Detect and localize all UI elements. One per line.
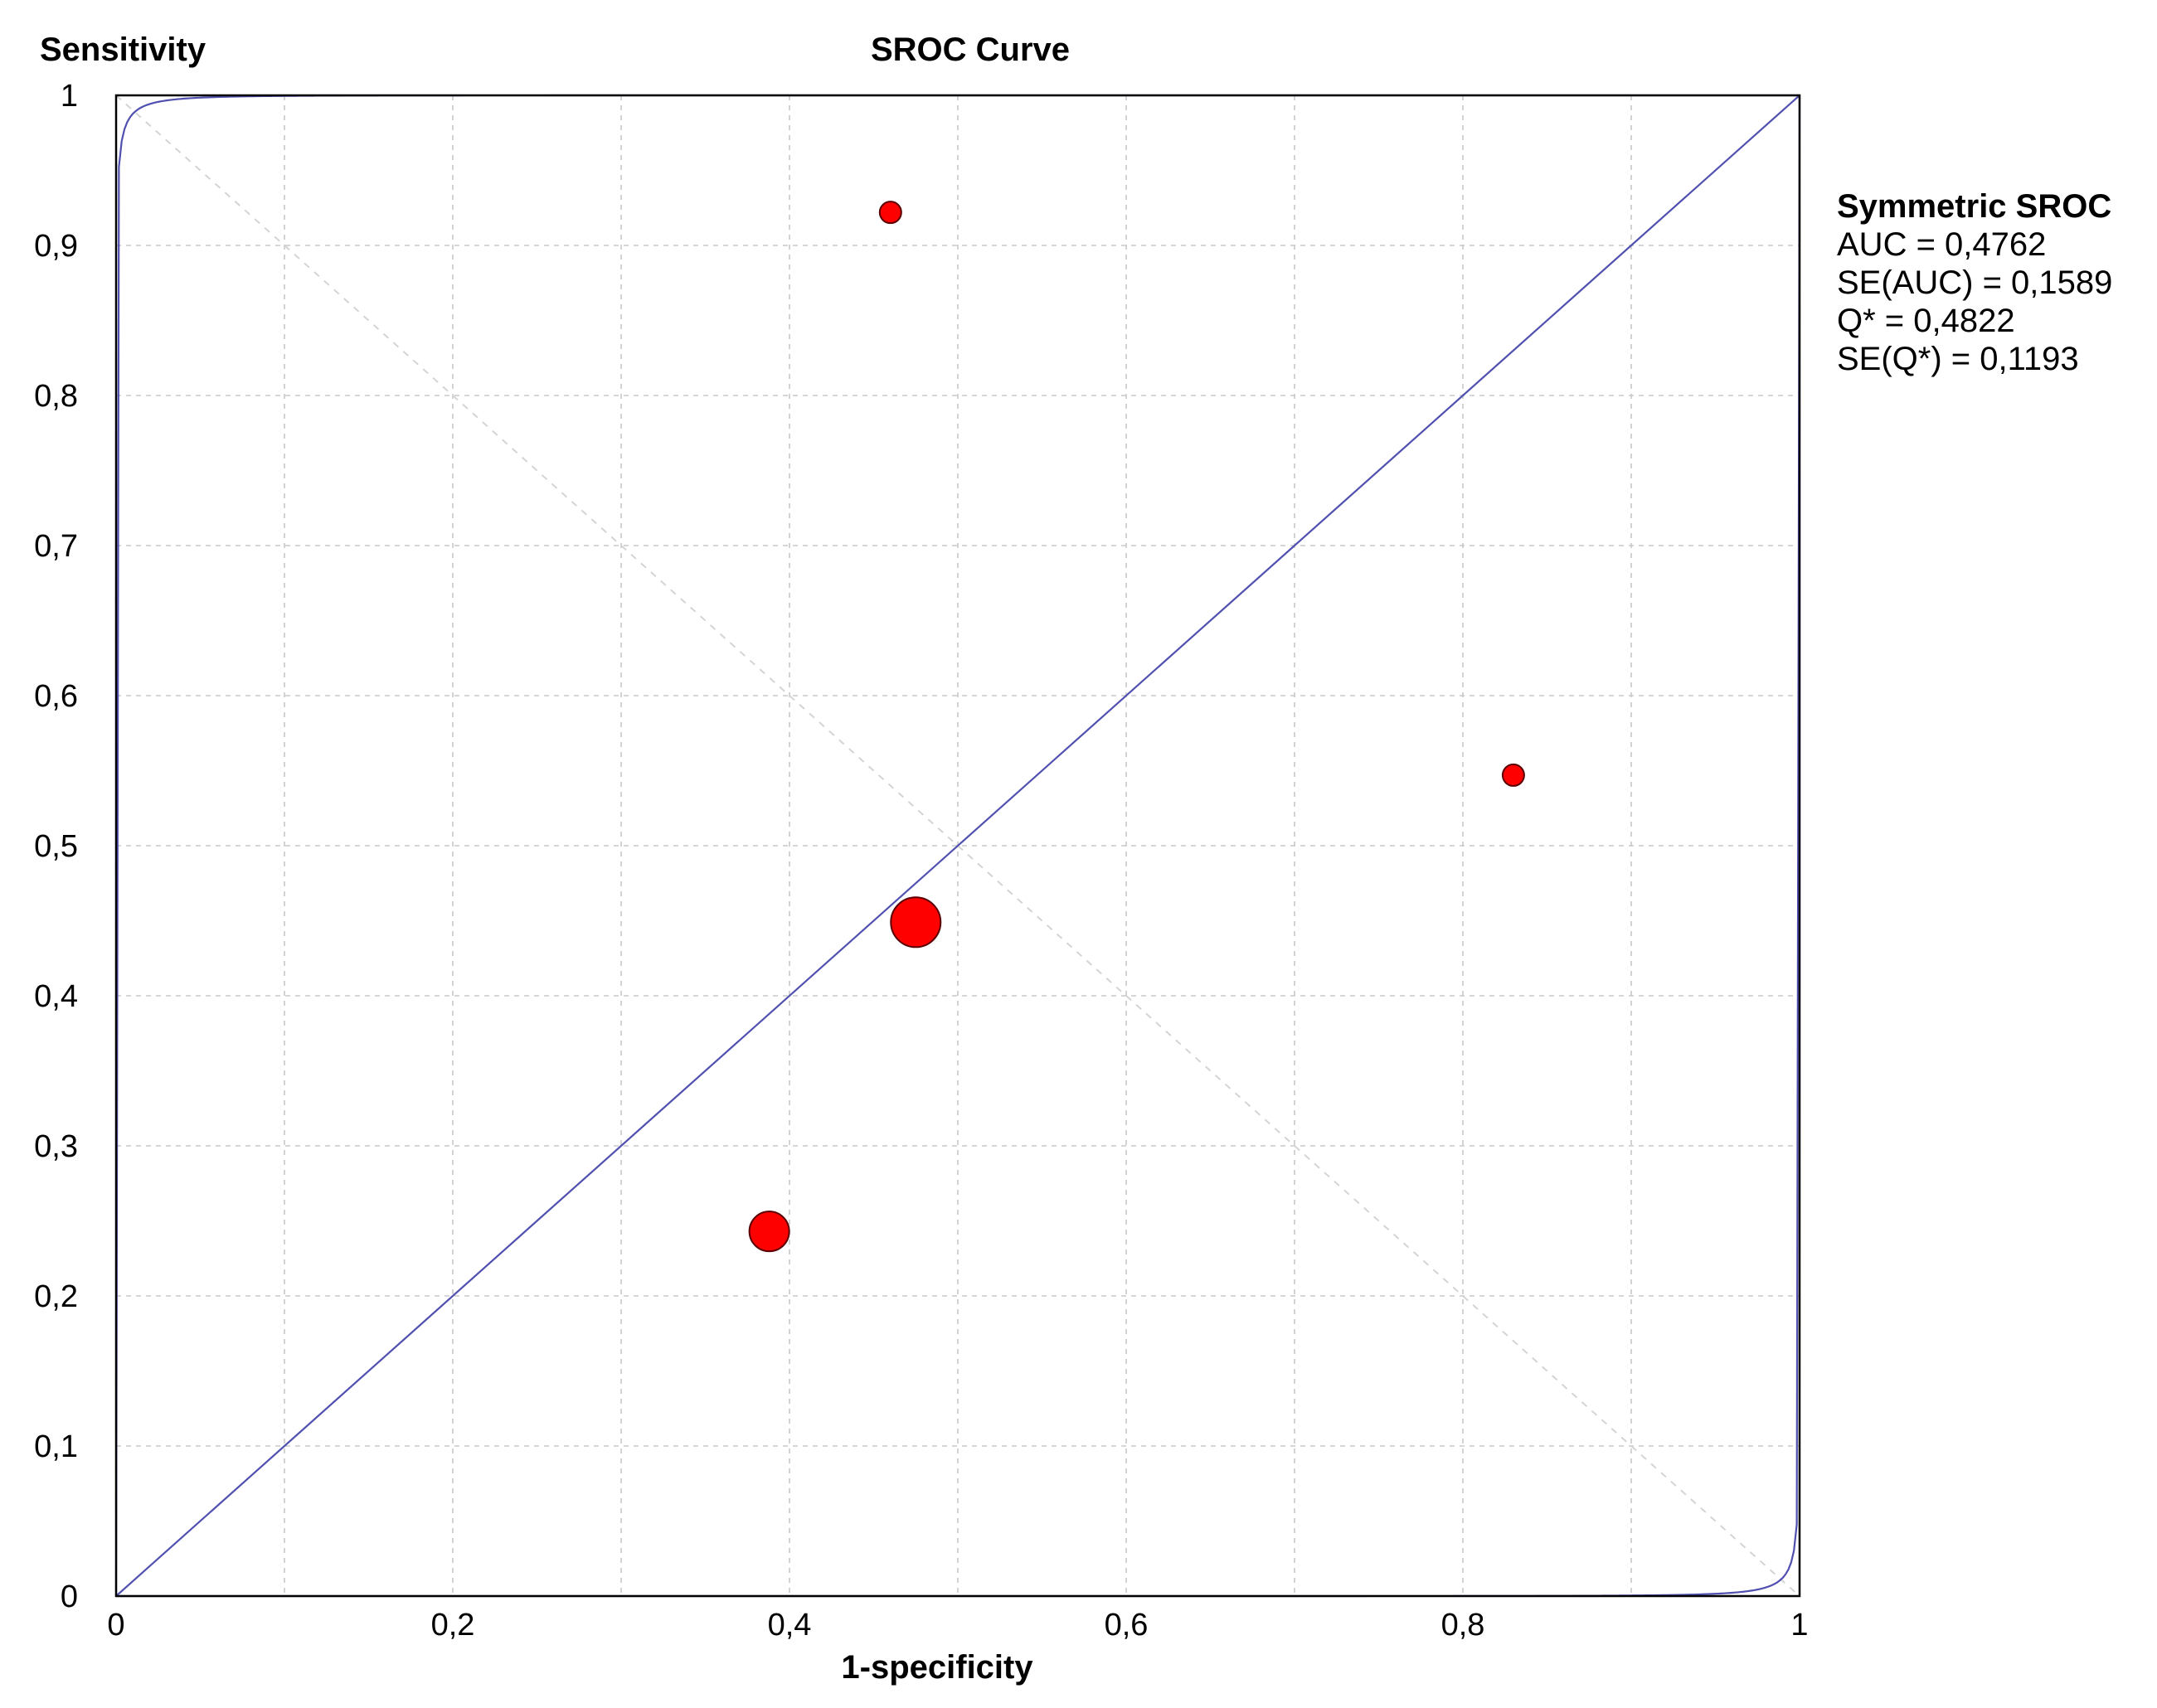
symmetric-sroc-line (115, 95, 1800, 1597)
y-tick-label: 0,8 (34, 379, 78, 414)
y-tick-label: 0,5 (34, 829, 78, 864)
y-tick-labels: 0 0,1 0,2 0,3 0,4 0,5 0,6 0,7 0,8 0,9 1 (34, 79, 78, 1614)
reference-diagonals (115, 95, 1800, 1597)
x-tick-label: 0,4 (768, 1608, 812, 1642)
y-tick-label: 0,3 (34, 1129, 78, 1164)
annotation-heading: Symmetric SROC (1837, 188, 2111, 225)
y-tick-label: 0,6 (34, 679, 78, 714)
study-points (748, 201, 1525, 1253)
y-axis-label: Sensitivity (40, 32, 206, 68)
x-tick-label: 0 (107, 1608, 124, 1642)
annotation-se-q-star: SE(Q*) = 0,1193 (1837, 341, 2079, 377)
y-tick-label: 0,9 (34, 229, 78, 264)
y-tick-label: 1 (61, 79, 78, 114)
y-tick-label: 0,7 (34, 529, 78, 564)
study-point-2 (1501, 763, 1525, 787)
y-tick-label: 0 (61, 1579, 78, 1614)
y-tick-label: 0,2 (34, 1279, 78, 1314)
stats-annotation: Symmetric SROC AUC = 0,4762 SE(AUC) = 0,… (1837, 188, 2112, 377)
plot-frame (114, 94, 1801, 1598)
study-point-1 (878, 201, 902, 225)
x-tick-label: 0,6 (1105, 1608, 1149, 1642)
y-tick-label: 0,1 (34, 1429, 78, 1464)
x-axis-label: 1-specificity (841, 1649, 1033, 1686)
anti-diagonal-line (115, 95, 1800, 1597)
x-tick-labels: 0 0,2 0,4 0,6 0,8 1 (107, 1608, 1808, 1642)
x-tick-label: 0,2 (431, 1608, 475, 1642)
chart-title: SROC Curve (871, 32, 1070, 68)
annotation-se-auc: SE(AUC) = 0,1589 (1837, 264, 2112, 301)
annotation-q-star: Q* = 0,4822 (1837, 303, 2015, 339)
x-tick-label: 1 (1790, 1608, 1808, 1642)
study-point-3 (890, 896, 942, 949)
study-point-4 (748, 1211, 790, 1253)
y-tick-label: 0,4 (34, 979, 78, 1014)
x-tick-label: 0,8 (1441, 1608, 1485, 1642)
annotation-auc: AUC = 0,4762 (1837, 226, 2046, 263)
